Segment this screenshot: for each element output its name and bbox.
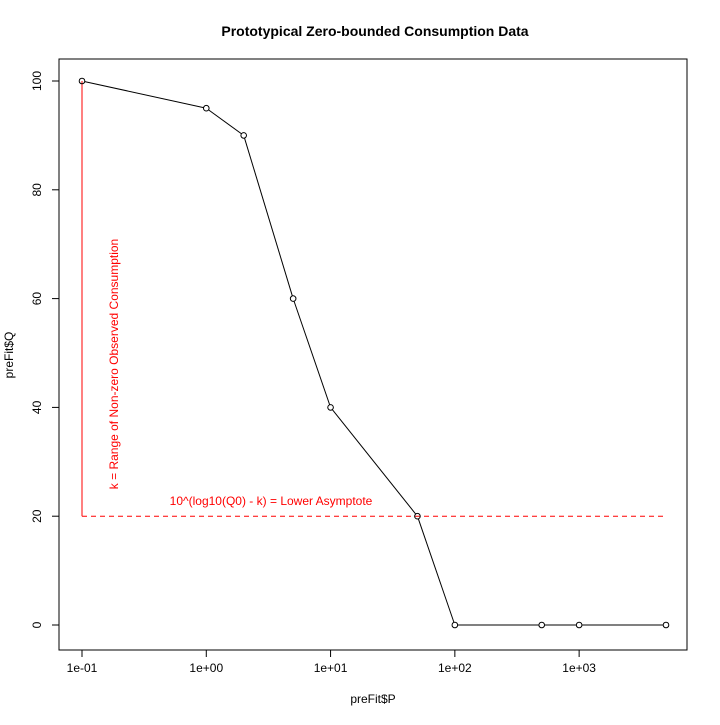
series-line-segment bbox=[331, 409, 417, 515]
data-point bbox=[202, 104, 210, 112]
y-axis-label: preFit$Q bbox=[2, 332, 16, 379]
data-point bbox=[240, 132, 247, 139]
lower-asymptote-label: 10^(log10(Q0) - k) = Lower Asymptote bbox=[170, 494, 373, 508]
series-line-segment bbox=[293, 301, 331, 405]
chart-title: Prototypical Zero-bounded Consumption Da… bbox=[221, 23, 528, 39]
x-axis-label: preFit$P bbox=[350, 692, 395, 706]
x-axis: 1e-01 1e+00 1e+01 1e+02 1e+03 bbox=[67, 649, 596, 675]
x-tick-label: 1e+00 bbox=[189, 661, 223, 675]
y-tick-label: 40 bbox=[30, 400, 44, 414]
x-tick-label: 1e+03 bbox=[562, 661, 596, 675]
data-point bbox=[327, 404, 334, 411]
x-tick-label: 1e+01 bbox=[314, 661, 348, 675]
y-tick-label: 20 bbox=[30, 509, 44, 523]
series-line-segment bbox=[417, 518, 455, 623]
k-range-label: k = Range of Non-zero Observed Consumpti… bbox=[107, 239, 121, 489]
series-line-segment bbox=[84, 81, 204, 109]
y-tick-label: 60 bbox=[30, 292, 44, 306]
data-point bbox=[414, 512, 421, 520]
annotations: k = Range of Non-zero Observed Consumpti… bbox=[81, 81, 666, 517]
y-tick-label: 100 bbox=[30, 71, 44, 91]
y-tick-label: 80 bbox=[30, 183, 44, 197]
y-axis: 0 20 40 60 80 100 bbox=[30, 71, 60, 628]
data-point bbox=[538, 621, 546, 629]
data-point bbox=[451, 621, 459, 629]
data-point bbox=[575, 621, 583, 629]
x-tick-label: 1e+02 bbox=[438, 661, 472, 675]
data-point bbox=[78, 77, 86, 85]
data-point bbox=[289, 295, 297, 302]
series-line-segment bbox=[208, 109, 242, 135]
plot-frame bbox=[58, 58, 688, 651]
data-point bbox=[662, 621, 670, 629]
y-tick-label: 0 bbox=[30, 621, 44, 628]
x-tick-label: 1e-01 bbox=[67, 661, 98, 675]
series-layer bbox=[78, 77, 670, 629]
series-line-segment bbox=[244, 137, 293, 297]
